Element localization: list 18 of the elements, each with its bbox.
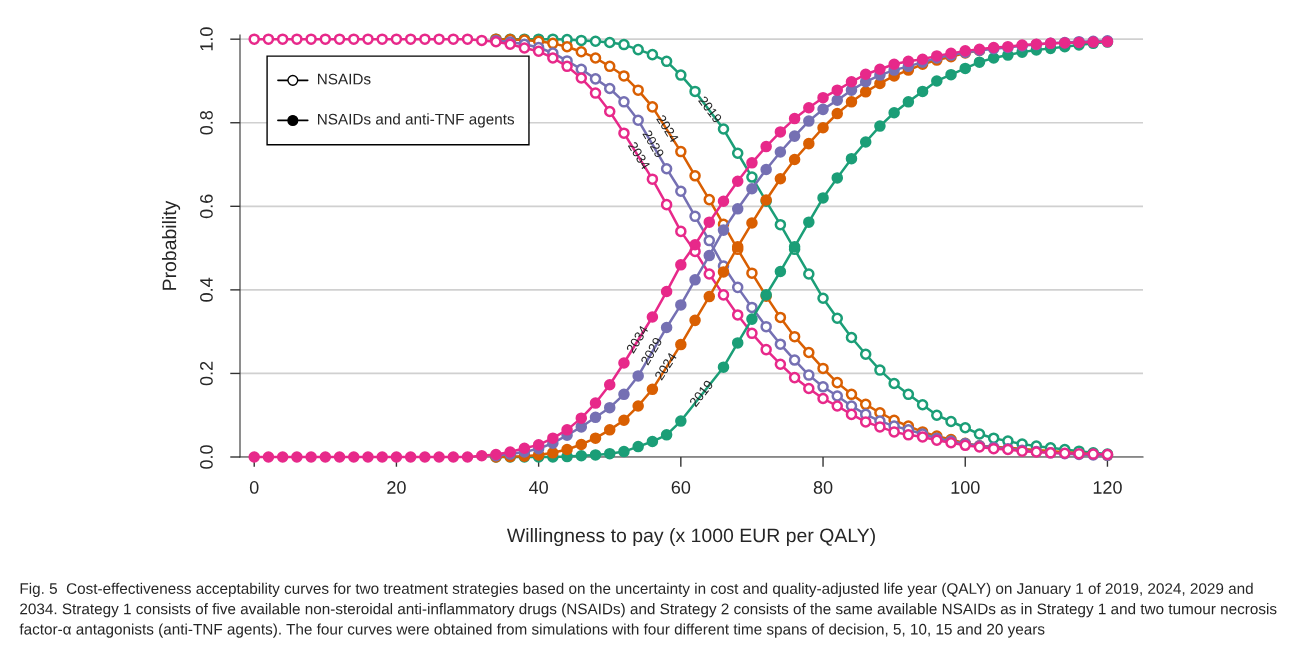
x-tick-label: 40 — [529, 481, 548, 494]
x-tick-label: 100 — [951, 481, 980, 494]
x-tick-label: 20 — [387, 481, 406, 494]
y-tick-label: 0.4 — [200, 277, 213, 302]
y-tick-label: 1.0 — [200, 27, 213, 51]
x-tick-label: 60 — [671, 481, 691, 494]
y-tick-label: 0.2 — [200, 361, 213, 386]
x-tick-label: 0 — [249, 481, 259, 494]
x-tick-label: 80 — [813, 481, 833, 494]
y-axis-title: Probability — [161, 200, 181, 290]
y-tick-label: 0.8 — [200, 110, 213, 135]
annotation: NSAIDs and anti-TNF agents — [318, 113, 515, 128]
annotation: NSAIDs — [318, 73, 371, 85]
x-axis-title: Willingness to pay (x 1000 EUR per QALY) — [506, 528, 875, 547]
caption: Fig. 5 Cost-effectiveness acceptability curves for two treatment strategies based on the uncertainty in cost and quality-adjusted life year (QALY) on January 1 of 2019, 2024, 2029 and 2034. Strategy 1 consists of five available non-steroidal anti-inflammatory drugs (NSAIDs) and Strategy 2 consists of the same available NSAIDs as in Strategy 1 and two tumour necrosis factor-α antagonists (anti-TNF agents). The four curves were obtained from simulations with four different time spans of decision, 5, 10, 15 and 20 years — [19, 582, 1277, 638]
x-tick-label: 120 — [1093, 481, 1122, 494]
y-tick-label: 0.6 — [200, 194, 213, 219]
y-tick-label: 0.0 — [200, 445, 213, 469]
